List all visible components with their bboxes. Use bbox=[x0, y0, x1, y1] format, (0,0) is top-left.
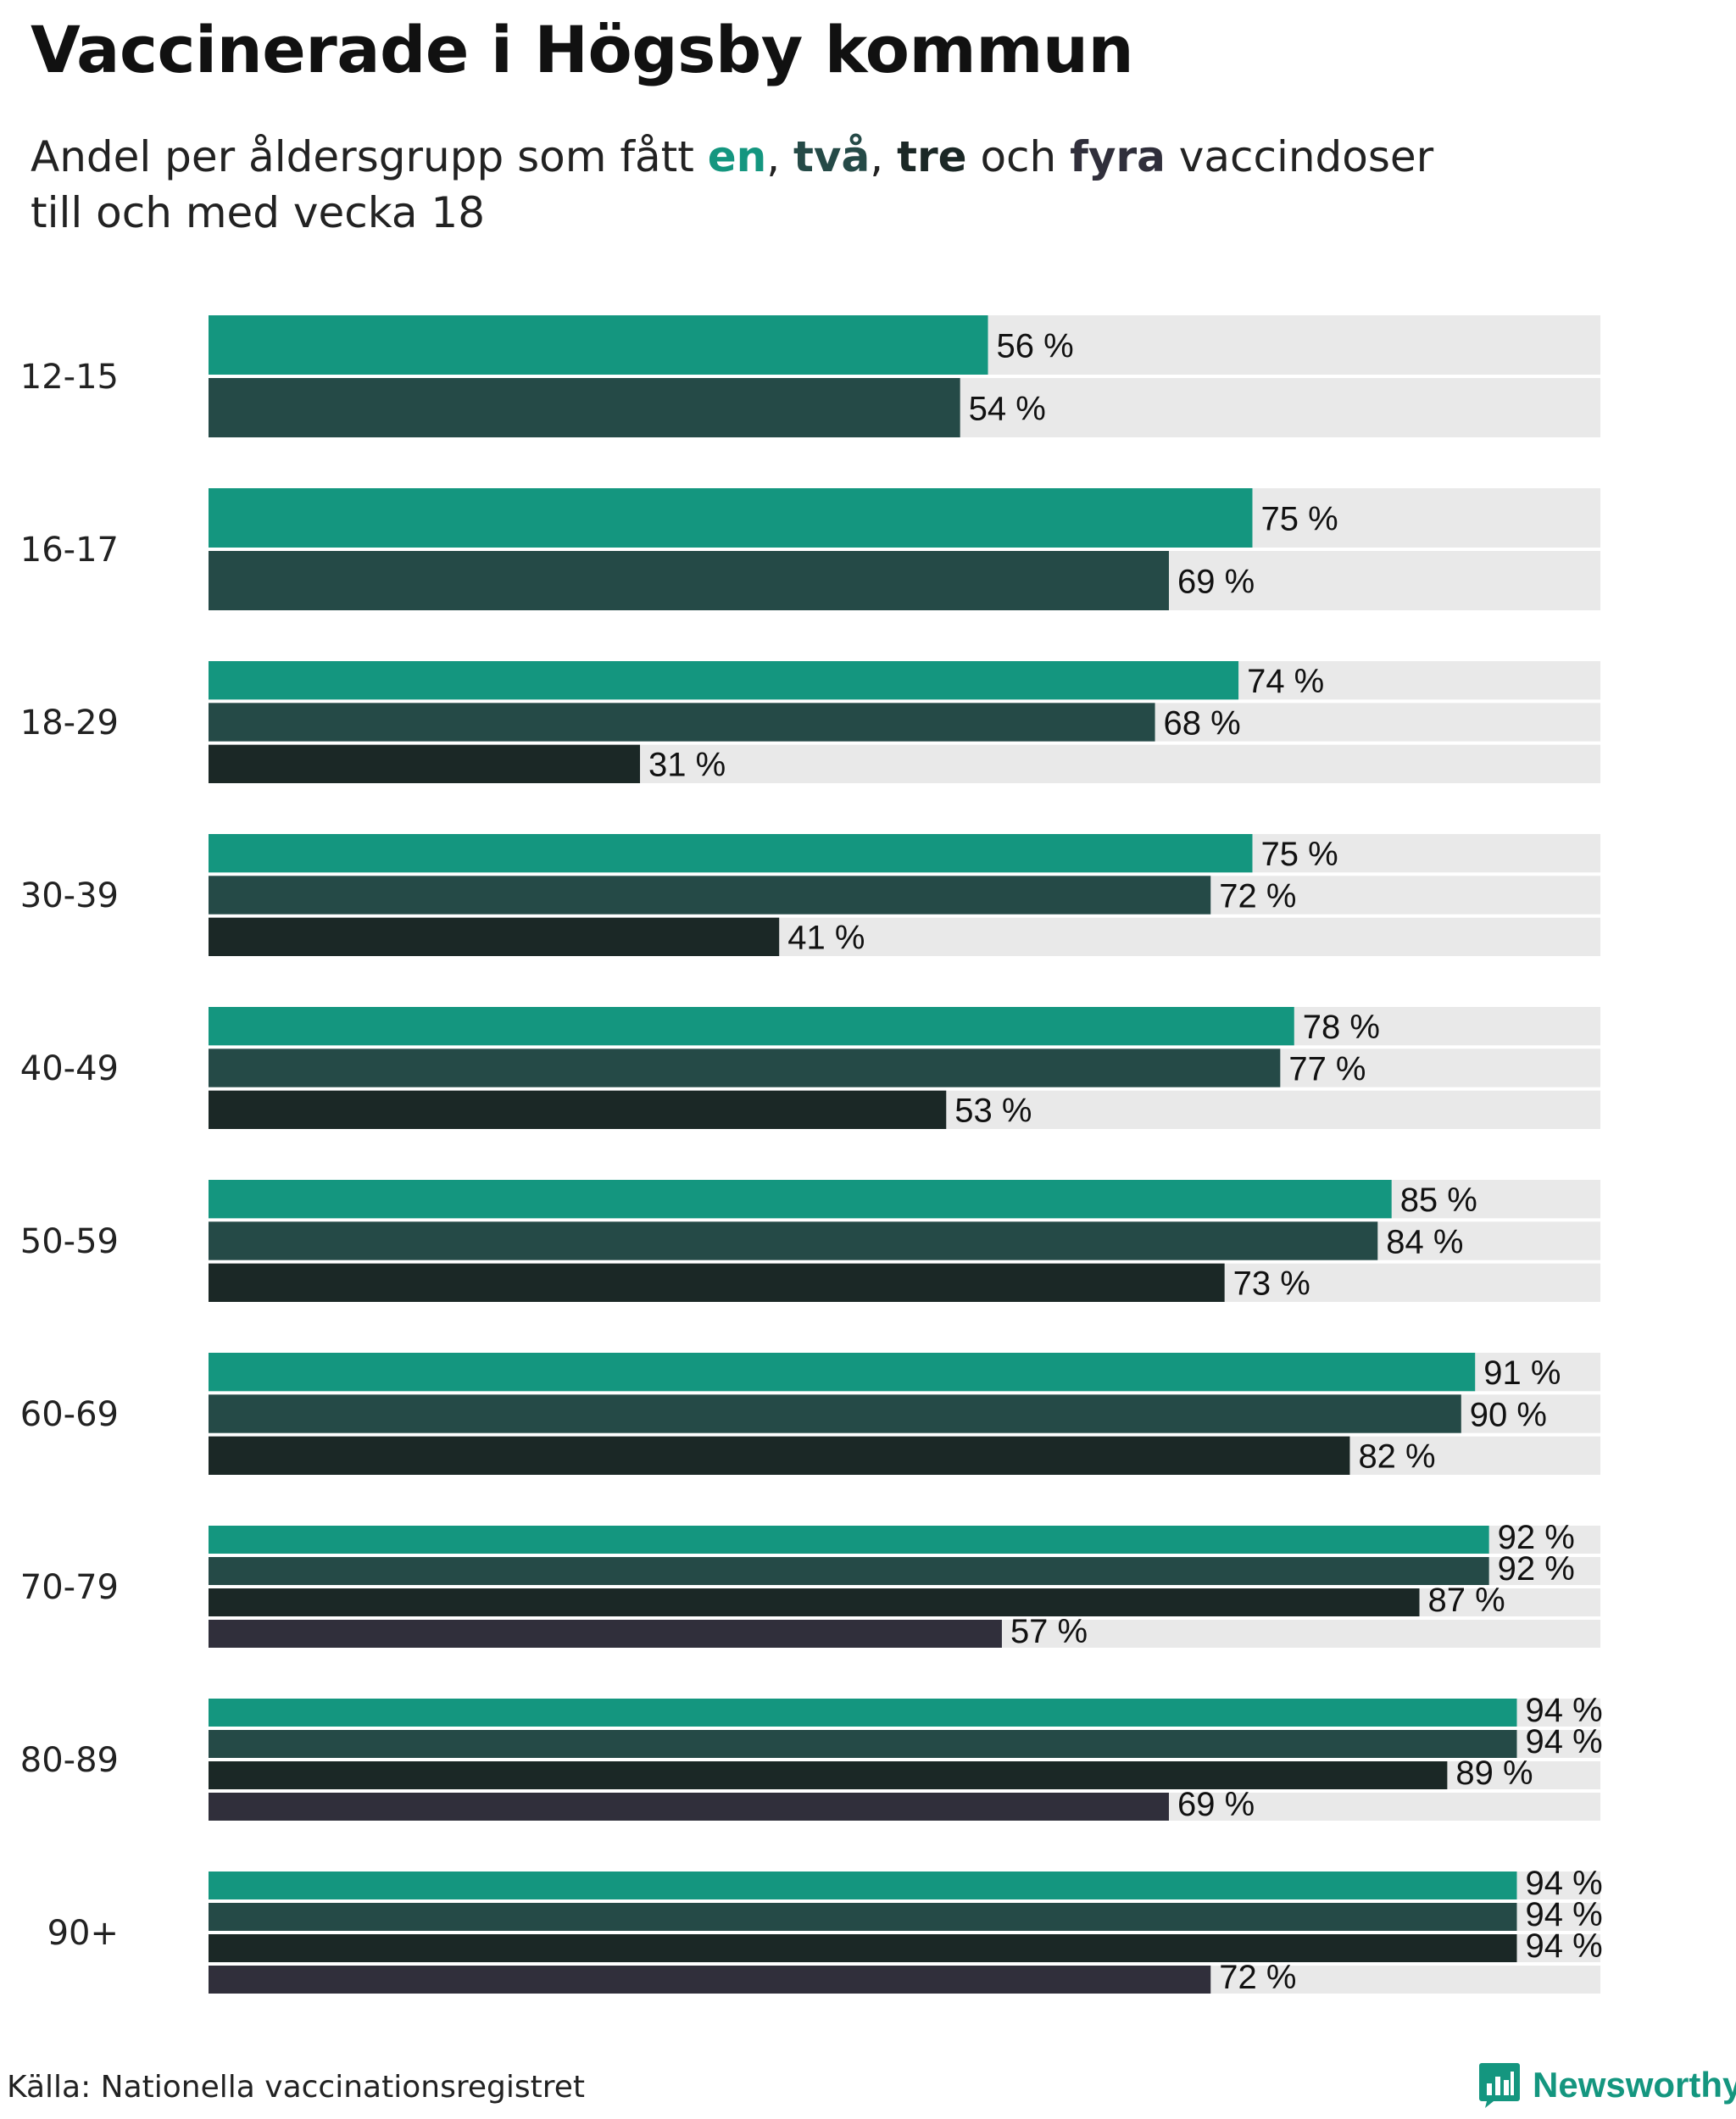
category-label-70-79: 70-79 bbox=[20, 1568, 119, 1607]
value-label-18-29-tre: 31 % bbox=[648, 747, 726, 784]
bar-18-29-tre bbox=[209, 744, 641, 783]
bar-12-15-en bbox=[209, 315, 988, 375]
bar-80-89-två bbox=[209, 1730, 1517, 1758]
value-label-70-79-fyra: 57 % bbox=[1010, 1613, 1088, 1650]
value-label-80-89-en: 94 % bbox=[1525, 1692, 1602, 1729]
bar-30-39-en bbox=[209, 834, 1253, 873]
category-label-50-59: 50-59 bbox=[20, 1222, 119, 1261]
source-note: Källa: Nationella vaccinationsregistret bbox=[7, 2070, 585, 2105]
bar-40-49-två bbox=[209, 1048, 1281, 1087]
category-label-16-17: 16-17 bbox=[20, 531, 119, 570]
value-label-40-49-två: 77 % bbox=[1288, 1050, 1366, 1087]
value-label-18-29-en: 74 % bbox=[1247, 663, 1324, 700]
value-label-16-17-en: 75 % bbox=[1261, 500, 1338, 537]
value-label-70-79-två: 92 % bbox=[1498, 1550, 1575, 1588]
value-label-90+-två: 94 % bbox=[1525, 1896, 1602, 1933]
bar-50-59-två bbox=[209, 1221, 1378, 1260]
bar-80-89-tre bbox=[209, 1761, 1448, 1789]
subtitle-separator: , bbox=[766, 132, 794, 181]
bar-50-59-tre bbox=[209, 1263, 1225, 1302]
category-label-18-29: 18-29 bbox=[20, 704, 119, 742]
bar-16-17-två bbox=[209, 551, 1169, 610]
value-label-60-69-två: 90 % bbox=[1470, 1396, 1547, 1433]
value-label-90+-tre: 94 % bbox=[1525, 1927, 1602, 1965]
value-label-50-59-en: 85 % bbox=[1400, 1182, 1477, 1219]
bar-18-29-en bbox=[209, 661, 1239, 700]
value-label-12-15-två: 54 % bbox=[969, 390, 1046, 427]
value-label-16-17-två: 69 % bbox=[1177, 563, 1255, 600]
brand-name: Newsworthy bbox=[1533, 2065, 1736, 2105]
value-label-70-79-en: 92 % bbox=[1498, 1519, 1575, 1556]
value-label-80-89-två: 94 % bbox=[1525, 1723, 1602, 1760]
value-label-40-49-en: 78 % bbox=[1303, 1009, 1380, 1046]
bar-90+-tre bbox=[209, 1934, 1517, 1962]
bar-30-39-två bbox=[209, 876, 1211, 915]
subtitle-conjunction: och bbox=[966, 132, 1071, 181]
subtitle-dose-tre: tre bbox=[897, 132, 967, 181]
value-label-70-79-tre: 87 % bbox=[1428, 1582, 1505, 1619]
bar-80-89-en bbox=[209, 1699, 1517, 1727]
value-label-18-29-två: 68 % bbox=[1164, 704, 1241, 742]
value-label-50-59-två: 84 % bbox=[1386, 1223, 1463, 1260]
bar-60-69-tre bbox=[209, 1436, 1350, 1475]
bar-40-49-en bbox=[209, 1007, 1294, 1046]
category-label-90+: 90+ bbox=[47, 1914, 119, 1953]
value-label-80-89-tre: 89 % bbox=[1455, 1755, 1533, 1792]
value-label-60-69-tre: 82 % bbox=[1358, 1438, 1435, 1476]
value-label-90+-en: 94 % bbox=[1525, 1865, 1602, 1902]
value-label-30-39-en: 75 % bbox=[1261, 836, 1338, 873]
category-label-30-39: 30-39 bbox=[20, 876, 119, 915]
bar-70-79-en bbox=[209, 1526, 1489, 1554]
newsworthy-chart-logo-icon bbox=[1479, 2063, 1520, 2108]
bar-70-79-tre bbox=[209, 1588, 1420, 1616]
bar-50-59-en bbox=[209, 1180, 1392, 1219]
bar-80-89-fyra bbox=[209, 1793, 1169, 1821]
value-label-30-39-två: 72 % bbox=[1219, 877, 1296, 915]
subtitle-period: till och med vecka 18 bbox=[31, 188, 486, 237]
subtitle-dose-en: en bbox=[707, 132, 767, 181]
category-label-80-89: 80-89 bbox=[20, 1741, 119, 1780]
value-label-90+-fyra: 72 % bbox=[1219, 1959, 1296, 1996]
chart-title: Vaccinerade i Högsby kommun bbox=[31, 12, 1134, 87]
subtitle-text: vaccindoser bbox=[1165, 132, 1434, 181]
category-label-40-49: 40-49 bbox=[20, 1049, 119, 1088]
value-label-80-89-fyra: 69 % bbox=[1177, 1786, 1255, 1823]
bar-70-79-två bbox=[209, 1557, 1489, 1585]
value-label-12-15-en: 56 % bbox=[997, 327, 1074, 364]
value-label-30-39-tre: 41 % bbox=[787, 920, 865, 957]
chart-subtitle: Andel per åldersgrupp som fått en, två, … bbox=[31, 129, 1641, 241]
value-label-50-59-tre: 73 % bbox=[1233, 1265, 1310, 1303]
value-label-60-69-en: 91 % bbox=[1483, 1354, 1561, 1392]
subtitle-text: Andel per åldersgrupp som fått bbox=[31, 132, 708, 181]
bar-60-69-en bbox=[209, 1353, 1476, 1392]
value-label-40-49-tre: 53 % bbox=[954, 1093, 1032, 1130]
bar-90+-en bbox=[209, 1872, 1517, 1899]
subtitle-separator: , bbox=[870, 132, 898, 181]
brand-logo: Newsworthy bbox=[1478, 2061, 1736, 2109]
bar-70-79-fyra bbox=[209, 1620, 1002, 1648]
bar-60-69-två bbox=[209, 1394, 1461, 1433]
subtitle-dose-fyra: fyra bbox=[1070, 132, 1166, 181]
bar-90+-två bbox=[209, 1903, 1517, 1931]
bar-16-17-en bbox=[209, 488, 1253, 548]
subtitle-dose-tva: två bbox=[793, 132, 871, 181]
bar-18-29-två bbox=[209, 703, 1155, 742]
category-label-60-69: 60-69 bbox=[20, 1395, 119, 1434]
bar-12-15-två bbox=[209, 378, 960, 437]
bar-90+-fyra bbox=[209, 1966, 1211, 1994]
bar-40-49-tre bbox=[209, 1090, 947, 1129]
category-label-12-15: 12-15 bbox=[20, 358, 119, 397]
bar-30-39-tre bbox=[209, 917, 780, 956]
